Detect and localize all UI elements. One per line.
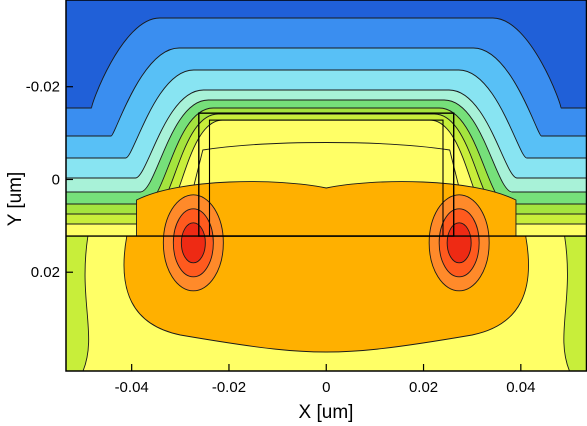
- x-tick-label: -0.04: [115, 379, 149, 396]
- hotspot-right-ring-3: [446, 222, 472, 264]
- x-tick-label: 0.02: [409, 379, 438, 396]
- substrate-region: [66, 181, 587, 371]
- device-outline: [66, 112, 587, 237]
- x-tick-label: 0.04: [506, 379, 535, 396]
- plot-area: [66, 0, 587, 371]
- x-tick-label: -0.02: [212, 379, 246, 396]
- x-axis: -0.04 -0.02 0 0.02 0.04: [115, 364, 535, 396]
- x-axis-label: X [um]: [299, 402, 354, 423]
- y-tick-label: 0: [52, 171, 60, 188]
- y-axis: -0.02 0 0.02: [26, 79, 73, 281]
- y-tick-label: 0.02: [31, 264, 60, 281]
- y-axis-label: Y [um]: [5, 172, 26, 227]
- contour-band-substrate-orange: [123, 235, 529, 353]
- contour-band-upper-orange: [136, 181, 517, 237]
- hotspot-left-ring-3: [180, 222, 206, 264]
- x-tick-label: 0: [322, 379, 330, 396]
- gate-inner-outline: [208, 119, 444, 237]
- y-tick-label: -0.02: [26, 79, 60, 96]
